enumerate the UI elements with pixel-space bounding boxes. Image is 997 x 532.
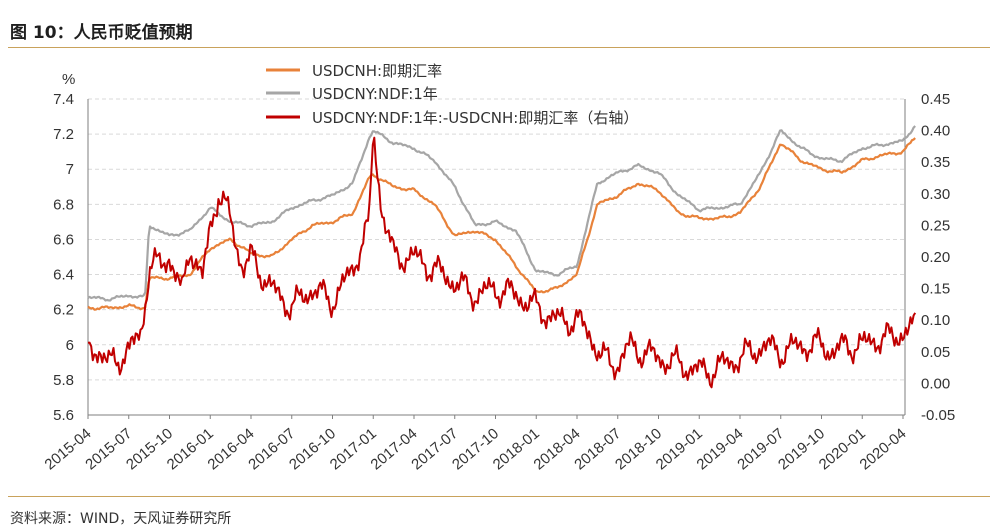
- y-left-tick-label: 6.6: [53, 231, 74, 248]
- series-line: [87, 125, 916, 302]
- legend-label: USDCNY:NDF:1年: [312, 85, 438, 103]
- y-left-tick-label: 6.4: [53, 267, 74, 284]
- header-divider: [8, 47, 990, 48]
- y-left-tick-label: 7.2: [53, 126, 74, 143]
- gridlines: [88, 98, 905, 416]
- y-left-tick-label: 6.2: [53, 302, 74, 319]
- y-left-tick-label: 6.8: [53, 196, 74, 213]
- y-right-tick-label: 0.30: [921, 186, 950, 203]
- series-line: [87, 137, 916, 311]
- y-unit-label: %: [62, 71, 75, 88]
- series-line: [87, 136, 917, 389]
- y-right-tick-label: -0.05: [921, 407, 955, 424]
- y-left-tick-label: 5.8: [53, 372, 74, 389]
- y-right-tick-label: 0.20: [921, 249, 950, 266]
- chart-title: 图 10：人民币贬值预期: [10, 23, 193, 43]
- y-left-tick-label: 6: [66, 337, 74, 354]
- y-left-tick-label: 7: [66, 161, 74, 178]
- y-left-tick-label: 5.6: [53, 407, 74, 424]
- y-right-tick-label: 0.15: [921, 281, 950, 298]
- x-tick-label: 2020-04: [856, 425, 909, 473]
- y-right-tick-label: 0.35: [921, 154, 950, 171]
- footer-divider: [8, 496, 990, 497]
- y-left-tick-label: 7.4: [53, 91, 74, 108]
- y-right-tick-label: 0.10: [921, 312, 950, 329]
- source-note: 资料来源：WIND，天风证券研究所: [10, 511, 232, 527]
- y-right-tick-label: 0.45: [921, 91, 950, 108]
- series-lines: [87, 125, 917, 389]
- chart: USDCNH:即期汇率 USDCNY:NDF:1年 USDCNY:NDF:1年:-U…: [41, 62, 955, 473]
- y-right-tick-label: 0.00: [921, 375, 950, 392]
- tick-labels: 5.6 5.8 6 6.2 6.4 6.6 6.8 7 7.2 7.4 -0.05 0.00 0.05 0…: [41, 71, 955, 473]
- legend: USDCNH:即期汇率 USDCNY:NDF:1年 USDCNY:NDF:1年:-U…: [266, 62, 638, 127]
- y-right-tick-label: 0.05: [921, 344, 950, 361]
- y-right-tick-label: 0.25: [921, 217, 950, 234]
- y-right-tick-label: 0.40: [921, 123, 950, 140]
- legend-label: USDCNH:即期汇率: [312, 62, 442, 80]
- axes: [87, 99, 906, 419]
- legend-label: USDCNY:NDF:1年:-USDCNH:即期汇率（右轴）: [312, 109, 638, 127]
